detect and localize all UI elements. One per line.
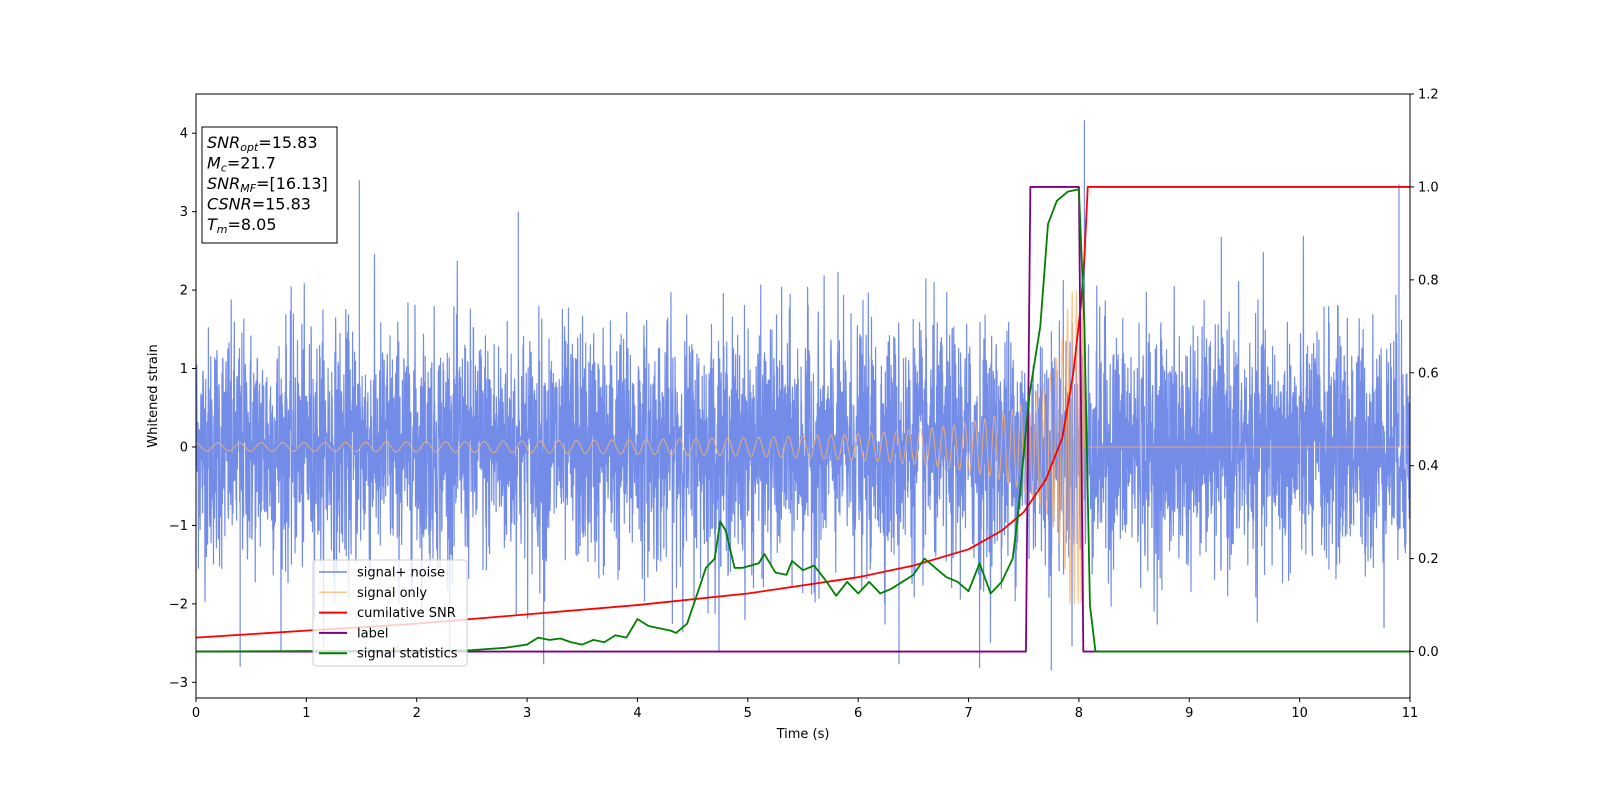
x-tick-label: 6 <box>854 706 862 721</box>
legend-label: signal+ noise <box>357 566 445 581</box>
x-tick-label: 10 <box>1291 706 1308 721</box>
y-right-tick-label: 0.4 <box>1418 459 1439 474</box>
y-axis-left: −3 −2 −1 0 1 2 3 4 <box>169 127 196 691</box>
y-axis-label: Whitened strain <box>146 344 161 447</box>
series-line-1 <box>195 289 1411 605</box>
y-left-tick-label: 3 <box>180 205 188 220</box>
x-tick-label: 2 <box>413 706 421 721</box>
series-line-4 <box>195 188 1410 653</box>
x-tick-label: 0 <box>192 706 200 721</box>
stats-box: SNRopt=15.83Mc=21.7SNRMF=[16.13]CSNR=15.… <box>201 126 338 244</box>
y-left-tick-label: −1 <box>169 519 188 534</box>
x-tick-label: 3 <box>523 706 531 721</box>
y-left-tick-label: 1 <box>180 362 188 377</box>
y-left-tick-label: −2 <box>169 597 188 612</box>
series-line-2 <box>195 186 1410 639</box>
y-right-tick-label: 0.6 <box>1418 366 1439 381</box>
stats-line: Tm=8.05 <box>207 215 277 236</box>
y-left-tick-label: 4 <box>180 127 188 142</box>
x-tick-label: 7 <box>964 706 972 721</box>
x-tick-label: 4 <box>633 706 641 721</box>
y-right-tick-label: 1.0 <box>1418 180 1439 195</box>
x-tick-label: 11 <box>1402 706 1419 721</box>
x-tick-label: 1 <box>302 706 310 721</box>
y-right-tick-label: 0.2 <box>1418 552 1439 567</box>
legend-frame <box>312 559 468 667</box>
series-line-0 <box>195 119 1411 671</box>
plot-frame <box>195 93 1411 699</box>
stats-line: SNRopt=15.83 <box>207 133 318 154</box>
legend-label: cumilative SNR <box>357 606 456 621</box>
y-left-tick-label: −3 <box>169 676 188 691</box>
y-left-tick-label: 0 <box>180 440 188 455</box>
y-left-tick-label: 2 <box>180 284 188 299</box>
stats-line: CSNR=15.83 <box>207 195 311 214</box>
stats-box-frame <box>201 126 338 244</box>
y-right-tick-label: 0.8 <box>1418 273 1439 288</box>
legend-label: signal statistics <box>357 647 458 662</box>
x-axis-label: Time (s) <box>776 727 830 742</box>
x-tick-label: 9 <box>1185 706 1193 721</box>
legend-label: label <box>357 626 388 641</box>
stats-line: Mc=21.7 <box>207 154 276 175</box>
x-axis: 0 1 2 3 4 5 6 7 8 9 10 11 <box>192 698 1418 721</box>
y-right-tick-label: 0.0 <box>1418 645 1439 660</box>
stats-line: SNRMF=[16.13] <box>207 174 328 195</box>
legend-label: signal only <box>357 586 427 601</box>
y-axis-right: 0.0 0.2 0.4 0.6 0.8 1.0 1.2 <box>1410 88 1439 660</box>
legend: signal+ noise signal only cumilative SNR la… <box>312 559 468 667</box>
x-tick-label: 8 <box>1075 706 1083 721</box>
x-tick-label: 5 <box>744 706 752 721</box>
plot-traces <box>195 119 1411 671</box>
y-right-tick-label: 1.2 <box>1418 88 1439 103</box>
